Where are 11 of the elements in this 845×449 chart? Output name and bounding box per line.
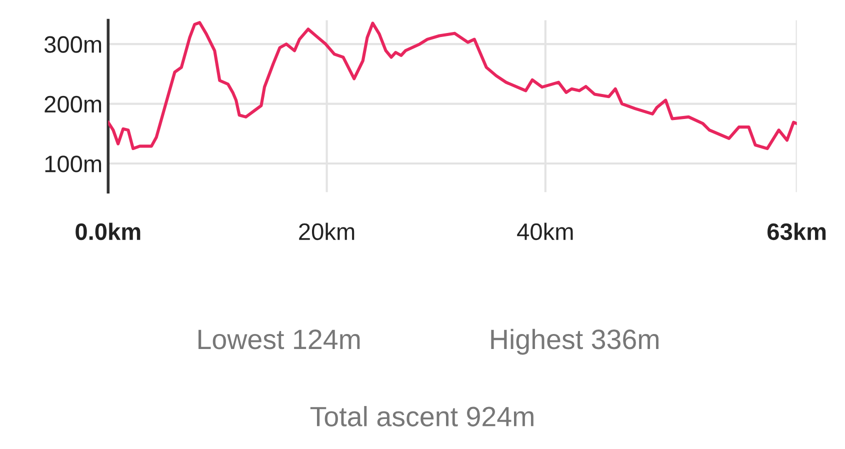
- x-tick-label: 0.0km: [76, 222, 140, 240]
- text: Lowest 124m: [198, 330, 360, 350]
- y-tick-label: 300m: [44, 36, 102, 53]
- x-tick-label: 63km: [768, 222, 826, 240]
- text: Total ascent 924m: [310, 406, 534, 426]
- x-tick-label: 20km: [299, 222, 354, 240]
- y-tick-label: 100m: [45, 156, 102, 172]
- text: Highest 336m: [491, 328, 658, 355]
- line-series: [108, 21, 797, 150]
- x-tick-label: 40km: [517, 222, 573, 240]
- y-tick-label: 200m: [44, 96, 102, 113]
